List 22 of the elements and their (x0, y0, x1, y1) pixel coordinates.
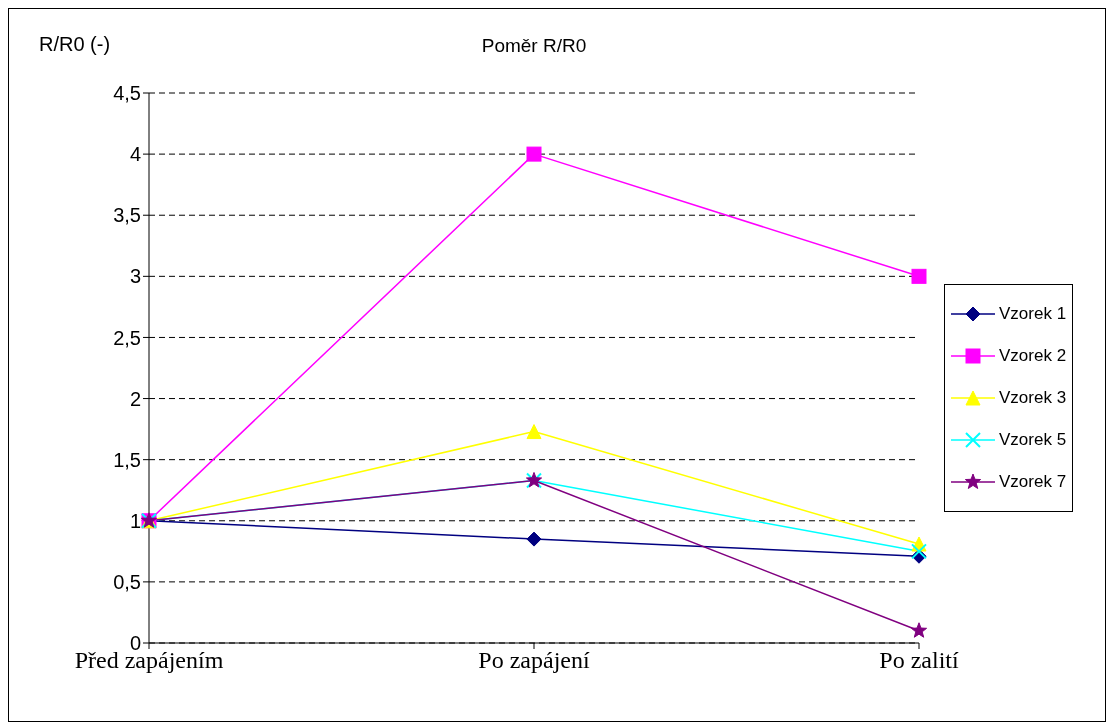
chart-title: Poměr R/R0 (480, 35, 588, 57)
y-tick-label: 2 (129, 387, 141, 410)
y-axis-title: R/R0 (-) (39, 33, 111, 56)
y-tick-label: 3 (129, 265, 141, 288)
point (526, 531, 542, 547)
x-tick-label: Po zalití (879, 647, 959, 674)
legend-label: Vzorek 3 (999, 388, 1067, 408)
y-tick-label: 4,5 (113, 82, 141, 105)
y-tick-label: 0,5 (113, 570, 141, 593)
point (526, 146, 542, 162)
y-tick-label: 1,5 (113, 448, 141, 471)
legend-label: Vzorek 1 (999, 304, 1067, 324)
y-tick-label: 4 (129, 143, 141, 166)
y-tick-label: 1 (129, 509, 141, 532)
point (911, 268, 927, 284)
legend-label: Vzorek 2 (999, 346, 1067, 366)
x-tick-label: Po zapájení (478, 647, 590, 674)
y-tick-label: 2,5 (113, 326, 141, 349)
point (910, 622, 928, 638)
y-tick-label: 3,5 (113, 204, 141, 227)
legend-label: Vzorek 5 (999, 430, 1067, 450)
legend-label: Vzorek 7 (999, 472, 1067, 492)
